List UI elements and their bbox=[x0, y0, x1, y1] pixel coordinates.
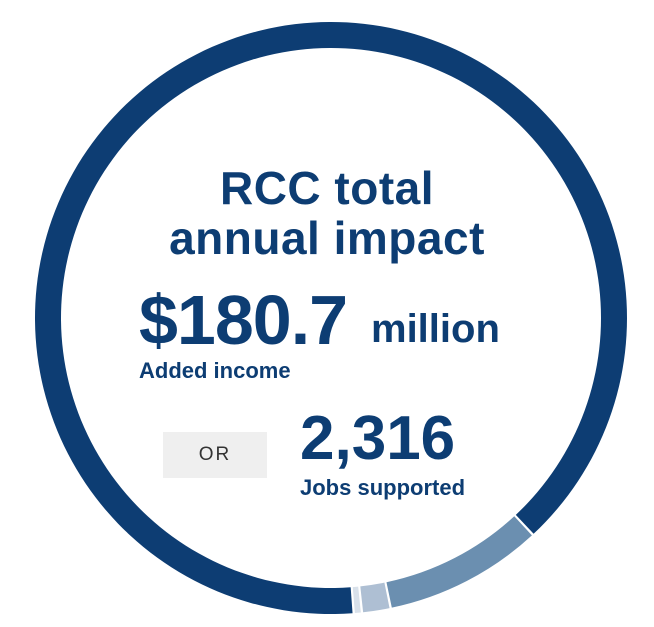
donut-slice-4 bbox=[352, 586, 361, 614]
jobs-supported-label: Jobs supported bbox=[300, 475, 466, 500]
added-income-value: $180.7 bbox=[139, 281, 348, 359]
or-separator-badge: OR bbox=[163, 432, 267, 478]
chart-title-line-1: RCC total bbox=[219, 162, 435, 214]
donut-slice-3 bbox=[360, 582, 390, 613]
chart-title-line-2: annual impact bbox=[169, 212, 485, 264]
added-income-label: Added income bbox=[139, 358, 291, 383]
jobs-supported-value: 2,316 bbox=[300, 404, 456, 473]
donut-slice-2 bbox=[386, 516, 532, 608]
added-income-unit: million bbox=[371, 307, 500, 351]
